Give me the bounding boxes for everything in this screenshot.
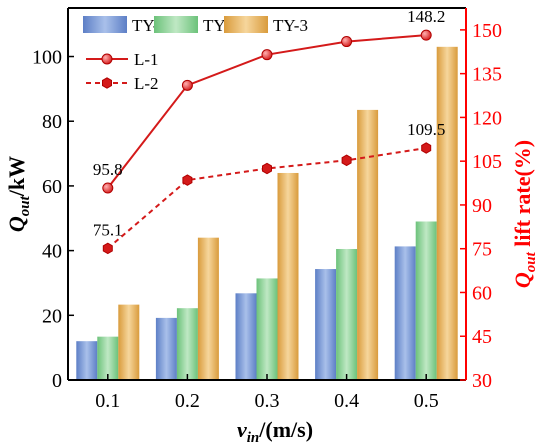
bar-ty-2-0.1 (97, 336, 119, 380)
right-tick-label-105: 105 (472, 151, 502, 173)
left-tick-label-20: 20 (42, 305, 62, 327)
legend-swatch-ty-1 (83, 16, 127, 33)
point-l-1-0.4 (341, 36, 353, 48)
right-tick-label-90: 90 (472, 195, 492, 217)
bar-ty-1-0.2 (155, 317, 177, 380)
bar-ty-2-0.5 (415, 221, 437, 380)
legend: TY-1 TY-2 TY-3L-1L-2 (83, 16, 308, 93)
y-axis-title-left: Qout/kW (4, 156, 33, 232)
bar-ty-3-0.1 (118, 304, 140, 380)
y-axis-title-right-base: Q (510, 272, 535, 288)
point-l-2-0.2 (182, 174, 193, 186)
point-l-1-0.5 (420, 29, 432, 41)
y-axis-title-right-sub: out (523, 251, 539, 272)
x-tick-label-0.3: 0.3 (255, 390, 280, 412)
x-tick-label-0.1: 0.1 (95, 390, 120, 412)
right-tick-label-120: 120 (472, 107, 502, 129)
data-label-l-2-0.5: 109.5 (407, 120, 445, 139)
x-axis-title-sub: in (247, 430, 260, 446)
bar-ty-1-0.5 (394, 246, 416, 380)
bar-ty-3-0.5 (436, 46, 458, 381)
left-tick-label-80: 80 (42, 111, 62, 133)
point-l-1-0.3 (261, 49, 273, 61)
bar-ty-3-0.3 (277, 172, 299, 380)
right-tick-label-60: 60 (472, 282, 492, 304)
legend-marker-l-2 (102, 77, 112, 89)
data-label-l-2-0.1: 75.1 (93, 220, 123, 239)
data-label-l-1-0.1: 95.8 (93, 160, 123, 179)
point-l-1-0.1 (102, 182, 114, 194)
left-tick-label-40: 40 (42, 241, 62, 263)
left-tick-label-60: 60 (42, 176, 62, 198)
left-tick-label-0: 0 (52, 370, 62, 392)
point-l-1-0.2 (181, 79, 193, 91)
bar-ty-1-0.3 (235, 293, 257, 380)
x-tick-label-0.4: 0.4 (334, 390, 359, 412)
x-tick-label-0.5: 0.5 (414, 390, 439, 412)
bar-ty-1-0.1 (76, 341, 98, 380)
point-l-2-0.4 (341, 154, 352, 167)
x-axis-title-rest: /(m/s) (258, 417, 313, 442)
data-label-l-1-0.5: 148.2 (407, 7, 445, 26)
bar-layer (76, 46, 458, 381)
y-axis-title-left-sub: out (17, 195, 33, 216)
bar-ty-3-0.4 (357, 109, 379, 380)
right-tick-label-75: 75 (472, 239, 492, 261)
legend-marker-l-1 (101, 53, 113, 65)
legend-swatch-ty-2 (154, 16, 198, 33)
x-tick-label-0.2: 0.2 (175, 390, 200, 412)
legend-label-l-1: L-1 (134, 50, 159, 69)
y-axis-title-left-rest: /kW (4, 156, 29, 197)
bar-ty-2-0.2 (176, 308, 198, 380)
line-layer: 95.8 148.2 75.1 109.5 (93, 7, 445, 255)
legend-swatch-ty-3 (224, 16, 268, 33)
left-tick-label-100: 100 (32, 47, 62, 69)
right-tick-label-135: 135 (472, 64, 502, 86)
bar-ty-2-0.4 (336, 248, 358, 380)
right-tick-label-45: 45 (472, 326, 492, 348)
y-axis-title-right: Qout lift rate(%) (510, 140, 539, 288)
point-l-2-0.3 (262, 162, 272, 175)
right-tick-label-150: 150 (472, 20, 502, 42)
point-l-2-0.5 (421, 142, 432, 154)
y-axis-title-right-rest: lift rate(%) (510, 140, 535, 252)
legend-label-ty-3: TY-3 (273, 16, 308, 35)
bar-ty-1-0.4 (315, 269, 337, 380)
bar-ty-3-0.2 (197, 237, 219, 380)
axes: 0 20 40 60 80 100 30 45 60 75 90 105 120 135 150 0.1 0.2… (32, 7, 502, 412)
legend-label-l-2: L-2 (134, 74, 159, 93)
x-axis-title: vin/(m/s) (237, 417, 313, 446)
bar-ty-2-0.3 (256, 278, 278, 380)
point-l-2-0.1 (102, 242, 113, 255)
right-tick-label-30: 30 (472, 370, 492, 392)
series-line-l-2 (107, 147, 427, 250)
x-axis-title-base: v (237, 417, 247, 442)
y-axis-title-left-base: Q (4, 216, 29, 232)
